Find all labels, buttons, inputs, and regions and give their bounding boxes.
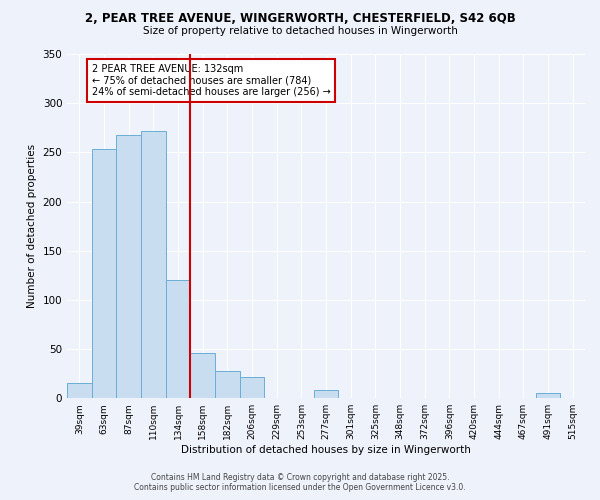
Bar: [536, 394, 560, 398]
Bar: [116, 134, 141, 398]
Text: Contains HM Land Registry data © Crown copyright and database right 2025.
Contai: Contains HM Land Registry data © Crown c…: [134, 473, 466, 492]
Bar: [166, 280, 190, 398]
X-axis label: Distribution of detached houses by size in Wingerworth: Distribution of detached houses by size …: [181, 445, 471, 455]
Bar: [67, 384, 92, 398]
Bar: [215, 370, 240, 398]
Y-axis label: Number of detached properties: Number of detached properties: [27, 144, 37, 308]
Bar: [190, 353, 215, 398]
Text: 2 PEAR TREE AVENUE: 132sqm
← 75% of detached houses are smaller (784)
24% of sem: 2 PEAR TREE AVENUE: 132sqm ← 75% of deta…: [92, 64, 331, 97]
Bar: [92, 150, 116, 398]
Text: Size of property relative to detached houses in Wingerworth: Size of property relative to detached ho…: [143, 26, 457, 36]
Bar: [314, 390, 338, 398]
Bar: [240, 376, 265, 398]
Bar: [141, 130, 166, 398]
Text: 2, PEAR TREE AVENUE, WINGERWORTH, CHESTERFIELD, S42 6QB: 2, PEAR TREE AVENUE, WINGERWORTH, CHESTE…: [85, 12, 515, 26]
